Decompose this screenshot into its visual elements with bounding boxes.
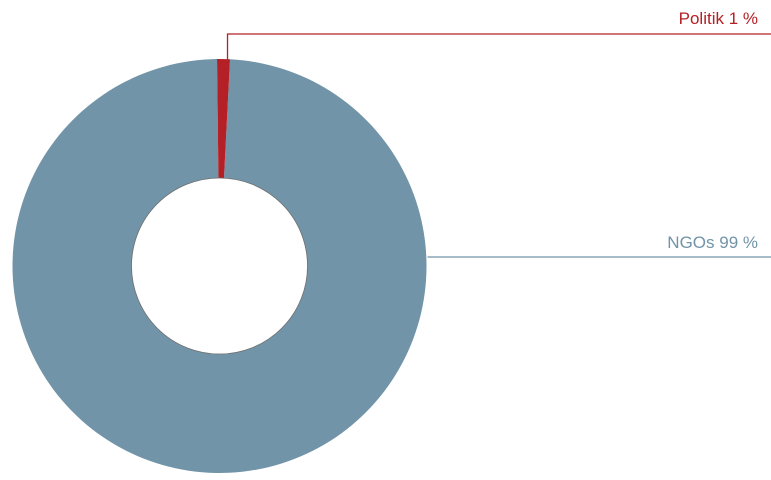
label-politik: Politik 1 %: [679, 9, 758, 28]
donut-hole: [131, 177, 308, 355]
slice-ngos: [12, 59, 427, 474]
callout-line-politik: [226, 33, 771, 61]
label-ngos: NGOs 99 %: [667, 233, 758, 252]
slice-politik: [217, 59, 231, 179]
